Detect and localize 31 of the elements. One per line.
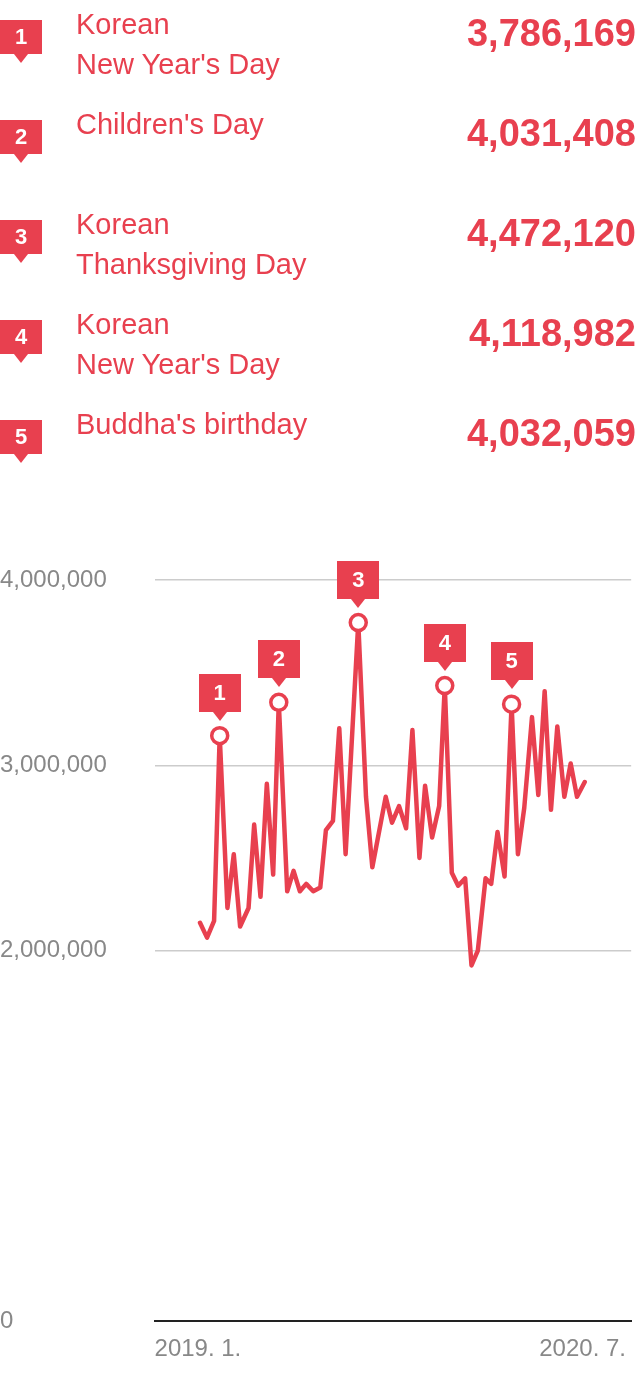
annotation: 3 xyxy=(337,560,380,599)
text: 4 xyxy=(14,324,28,349)
y-tick-label: 2,000,000 xyxy=(0,935,107,963)
y-tick-label: 3,000,000 xyxy=(0,749,107,777)
text: Korean New Year's Day xyxy=(76,307,280,382)
text: 3,786,169 xyxy=(466,12,636,55)
text: 4,032,059 xyxy=(466,412,636,455)
y-tick-label: 0 xyxy=(0,1305,14,1333)
annotation: 5 xyxy=(490,642,533,681)
point xyxy=(269,692,289,713)
point xyxy=(209,725,230,746)
annotation: 1 xyxy=(198,673,241,712)
text: 4,472,120 xyxy=(466,212,636,255)
text: 3 xyxy=(14,224,28,249)
annotation: 4 xyxy=(423,623,466,662)
x-tick-label: 2020. 7. xyxy=(539,1334,626,1362)
point xyxy=(348,612,369,633)
text: Children's Day xyxy=(76,107,264,142)
annotation: 2 xyxy=(257,640,300,679)
y-tick-label: 4,000,000 xyxy=(0,564,107,592)
text: Korean Thanksgiving Day xyxy=(76,207,307,282)
text: 5 xyxy=(14,424,28,449)
text: Buddha's birthday xyxy=(76,407,308,442)
text: 1 xyxy=(14,24,28,49)
point xyxy=(501,694,522,714)
text: 4,031,408 xyxy=(466,112,636,155)
text: Korean New Year's Day xyxy=(76,7,280,82)
text: 2 xyxy=(14,124,28,149)
x-tick-label: 2019. 1. xyxy=(154,1334,242,1362)
text: 4,118,982 xyxy=(469,312,636,355)
point xyxy=(435,675,455,696)
